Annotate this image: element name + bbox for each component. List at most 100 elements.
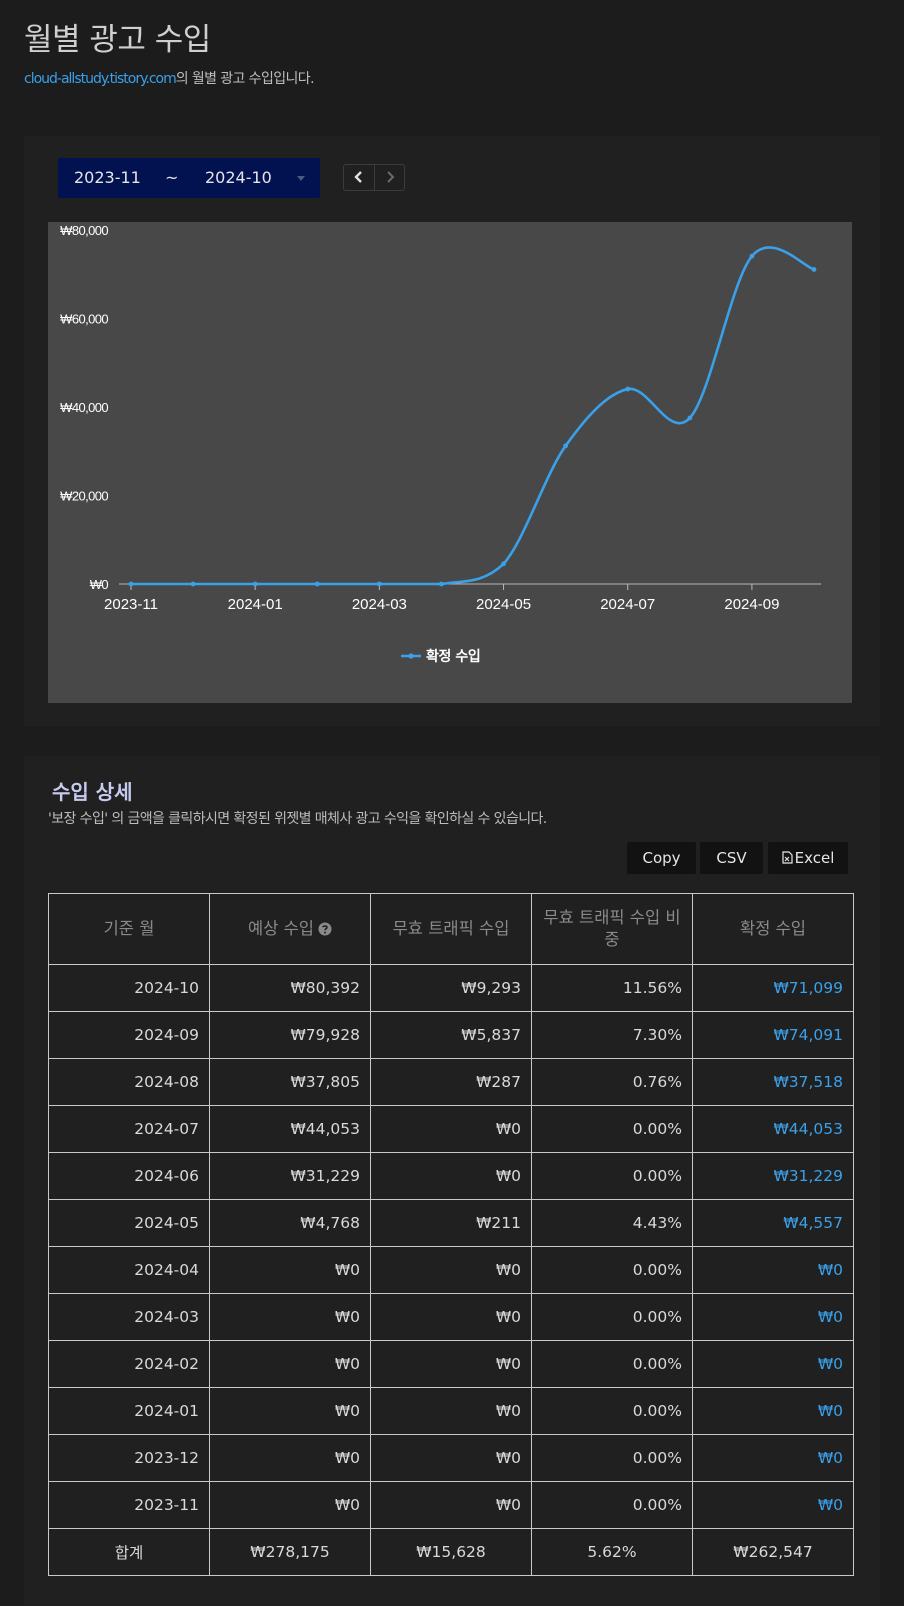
- data-point[interactable]: [501, 561, 506, 567]
- table-row: 2024-08 ₩37,805 ₩287 0.76% ₩37,518: [48, 1058, 854, 1106]
- cell-ratio: 11.56%: [531, 964, 693, 1012]
- cell-confirmed[interactable]: ₩0: [692, 1481, 854, 1529]
- cell-expected: ₩44,053: [209, 1105, 371, 1153]
- y-tick-label: ₩20,000: [60, 489, 108, 504]
- cell-confirmed[interactable]: ₩0: [692, 1246, 854, 1294]
- cell-confirmed[interactable]: ₩71,099: [692, 964, 854, 1012]
- data-point[interactable]: [128, 581, 134, 587]
- cell-expected: ₩0: [209, 1246, 371, 1294]
- legend-label[interactable]: 확정 수입: [426, 648, 481, 665]
- data-point[interactable]: [376, 581, 382, 587]
- chevron-right-icon: [387, 171, 395, 183]
- table-row: 2023-11 ₩0 ₩0 0.00% ₩0: [48, 1481, 854, 1529]
- cell-confirmed[interactable]: ₩74,091: [692, 1011, 854, 1059]
- cell-invalid: ₩9,293: [370, 964, 532, 1012]
- cell-month: 2024-09: [48, 1011, 210, 1059]
- prev-period-button[interactable]: [344, 165, 375, 190]
- data-point[interactable]: [811, 266, 817, 272]
- data-point[interactable]: [687, 415, 693, 421]
- cell-invalid: ₩0: [370, 1387, 532, 1435]
- excel-button[interactable]: Excel: [768, 842, 848, 874]
- x-tick-label: 2024-05: [476, 596, 531, 613]
- cell-ratio: 7.30%: [531, 1011, 693, 1059]
- cell-expected: ₩0: [209, 1293, 371, 1341]
- col-header-invalid: 무효 트래픽 수입: [370, 893, 532, 965]
- col-header-ratio: 무효 트래픽 수입 비중: [531, 893, 693, 965]
- range-start: 2023-11: [74, 168, 141, 187]
- cell-confirmed[interactable]: ₩4,557: [692, 1199, 854, 1247]
- cell-month: 2024-07: [48, 1105, 210, 1153]
- cell-month: 2023-12: [48, 1434, 210, 1482]
- total-expected: ₩278,175: [209, 1528, 371, 1576]
- cell-expected: ₩0: [209, 1434, 371, 1482]
- question-circle-icon[interactable]: [318, 922, 332, 936]
- table-row: 2024-07 ₩44,053 ₩0 0.00% ₩44,053: [48, 1105, 854, 1153]
- data-point[interactable]: [749, 253, 755, 259]
- table-row: 2024-10 ₩80,392 ₩9,293 11.56% ₩71,099: [48, 964, 854, 1012]
- section-title: 수입 상세: [52, 780, 133, 804]
- date-range-select[interactable]: 2023-11 ~ 2024-10: [58, 158, 320, 198]
- range-end: 2024-10: [205, 168, 272, 187]
- data-point[interactable]: [563, 443, 569, 449]
- cell-ratio: 0.00%: [531, 1340, 693, 1388]
- cell-expected: ₩0: [209, 1387, 371, 1435]
- data-point[interactable]: [190, 581, 196, 587]
- total-ratio: 5.62%: [531, 1528, 693, 1576]
- copy-button[interactable]: Copy: [627, 842, 696, 874]
- cell-month: 2024-06: [48, 1152, 210, 1200]
- cell-confirmed[interactable]: ₩44,053: [692, 1105, 854, 1153]
- cell-month: 2023-11: [48, 1481, 210, 1529]
- cell-confirmed[interactable]: ₩37,518: [692, 1058, 854, 1106]
- total-row: 합계 ₩278,175 ₩15,628 5.62% ₩262,547: [48, 1528, 854, 1576]
- cell-invalid: ₩0: [370, 1340, 532, 1388]
- cell-expected: ₩79,928: [209, 1011, 371, 1059]
- cell-invalid: ₩0: [370, 1246, 532, 1294]
- cell-ratio: 0.00%: [531, 1434, 693, 1482]
- cell-confirmed[interactable]: ₩31,229: [692, 1152, 854, 1200]
- csv-button[interactable]: CSV: [700, 842, 763, 874]
- x-tick-label: 2024-03: [352, 596, 407, 613]
- cell-invalid: ₩0: [370, 1152, 532, 1200]
- cell-confirmed[interactable]: ₩0: [692, 1387, 854, 1435]
- caret-down-icon: [297, 176, 305, 181]
- cell-invalid: ₩211: [370, 1199, 532, 1247]
- total-confirmed: ₩262,547: [692, 1528, 854, 1576]
- cell-month: 2024-05: [48, 1199, 210, 1247]
- x-tick-label: 2024-09: [724, 596, 779, 613]
- series-line: [130, 246, 815, 586]
- y-tick-label: ₩40,000: [60, 400, 108, 415]
- revenue-table: 기준 월 예상 수입 무효 트래픽 수입 무효 트래픽 수입 비중 확정 수입 …: [48, 893, 854, 1576]
- section-description: '보장 수입' 의 금액을 클릭하시면 확정된 위젯별 매체사 광고 수익을 확…: [48, 811, 547, 827]
- revenue-chart: ₩0 ₩20,000 ₩40,000 ₩60,000 ₩80,000 2023-11 202…: [48, 222, 852, 703]
- data-point[interactable]: [252, 581, 258, 587]
- cell-invalid: ₩5,837: [370, 1011, 532, 1059]
- cell-ratio: 0.00%: [531, 1246, 693, 1294]
- excel-label: Excel: [794, 849, 835, 867]
- data-point[interactable]: [314, 581, 320, 587]
- cell-confirmed[interactable]: ₩0: [692, 1434, 854, 1482]
- cell-expected: ₩80,392: [209, 964, 371, 1012]
- data-point[interactable]: [625, 386, 631, 392]
- next-period-button[interactable]: [375, 165, 405, 190]
- cell-ratio: 0.00%: [531, 1387, 693, 1435]
- data-point[interactable]: [439, 581, 444, 587]
- table-row: 2024-03 ₩0 ₩0 0.00% ₩0: [48, 1293, 854, 1341]
- cell-invalid: ₩0: [370, 1293, 532, 1341]
- cell-month: 2024-02: [48, 1340, 210, 1388]
- cell-month: 2024-04: [48, 1246, 210, 1294]
- cell-invalid: ₩287: [370, 1058, 532, 1106]
- cell-confirmed[interactable]: ₩0: [692, 1340, 854, 1388]
- cell-ratio: 0.00%: [531, 1152, 693, 1200]
- col-header-confirmed: 확정 수입: [692, 893, 854, 965]
- y-tick-label: ₩60,000: [60, 312, 108, 327]
- x-tick-label: 2023-11: [104, 596, 158, 613]
- cell-month: 2024-08: [48, 1058, 210, 1106]
- cell-expected: ₩4,768: [209, 1199, 371, 1247]
- legend-marker: [408, 653, 414, 659]
- x-tick-label: 2024-01: [228, 596, 283, 613]
- x-tick-label: 2024-07: [600, 596, 655, 613]
- cell-confirmed[interactable]: ₩0: [692, 1293, 854, 1341]
- table-row: 2023-12 ₩0 ₩0 0.00% ₩0: [48, 1434, 854, 1482]
- site-link[interactable]: cloud-allstudy.tistory.com: [24, 71, 177, 87]
- cell-ratio: 0.76%: [531, 1058, 693, 1106]
